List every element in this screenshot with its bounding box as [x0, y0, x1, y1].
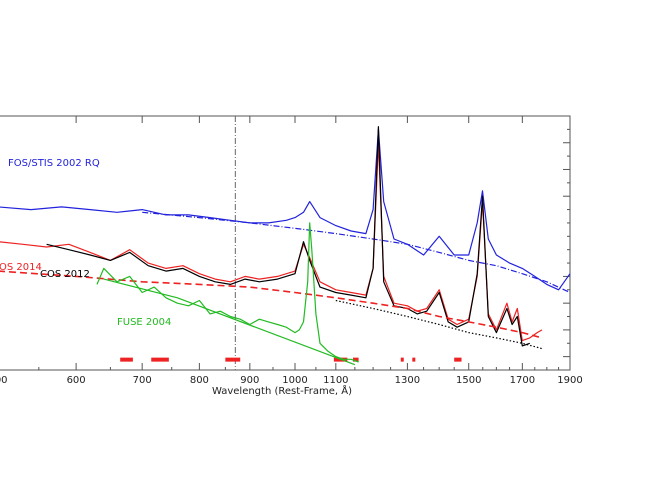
series-line-0 — [0, 128, 571, 291]
annotation-fuse-2004: FUSE 2004 — [117, 317, 171, 328]
x-tick-label: 900 — [240, 375, 259, 386]
series-line-7 — [103, 278, 356, 366]
x-tick-label: 1700 — [510, 375, 535, 386]
series-line-2 — [0, 142, 543, 342]
x-axis-title: Wavelength (Rest-Frame, Å) — [212, 384, 352, 397]
y-axis-ticks — [563, 128, 570, 371]
x-tick-label: 1900 — [557, 375, 582, 386]
continuum-window — [225, 357, 241, 362]
x-tick-label: 1500 — [456, 375, 481, 386]
annotation-cos-2014: OS 2014 — [0, 262, 42, 273]
series-lines — [0, 126, 571, 366]
annotation-fos-stis: FOS/STIS 2002 RQ — [8, 158, 100, 169]
series-line-3 — [46, 126, 530, 347]
x-tick-label: 500 — [0, 375, 8, 386]
continuum-windows — [120, 357, 462, 362]
plot-frame — [0, 115, 571, 371]
annotation-cos-2012: COS 2012 — [40, 269, 90, 280]
x-tick-label: 1300 — [395, 375, 420, 386]
series-line-5 — [335, 299, 543, 350]
x-tick-label: 1000 — [282, 375, 307, 386]
continuum-window — [412, 357, 416, 362]
continuum-window — [454, 357, 462, 362]
series-line-6 — [96, 222, 359, 363]
x-tick-label: 800 — [190, 375, 209, 386]
continuum-window — [151, 357, 169, 362]
continuum-window — [400, 357, 404, 362]
x-axis-tick-labels: 500 600 700 800 900 1000 1100 1300 1500 1700 1900 — [0, 375, 583, 386]
x-tick-label: 600 — [67, 375, 86, 386]
x-tick-label: 700 — [133, 375, 152, 386]
x-tick-label: 1100 — [323, 375, 348, 386]
continuum-window — [120, 357, 133, 362]
continuum-window — [353, 357, 359, 362]
x-axis-ticks — [38, 116, 571, 370]
series-line-1 — [142, 211, 571, 294]
series-line-4 — [0, 270, 543, 339]
